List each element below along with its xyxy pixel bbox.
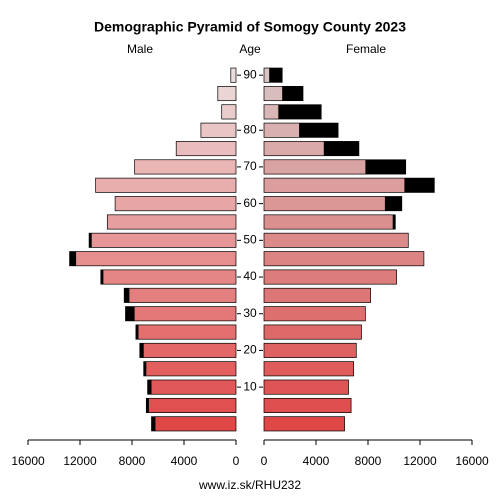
excess-bar — [151, 416, 156, 431]
bar — [263, 269, 397, 285]
bar — [263, 379, 349, 395]
age-label: 50 — [243, 232, 257, 246]
age-label: 40 — [243, 269, 257, 283]
right-label: Female — [346, 42, 386, 56]
bar — [230, 67, 237, 83]
excess-bar — [323, 141, 359, 156]
bar — [145, 397, 237, 413]
bar — [175, 141, 237, 157]
excess-bar — [124, 288, 130, 303]
x-tick-label: 8000 — [119, 454, 146, 468]
excess-bar — [139, 343, 144, 358]
left-label: Male — [127, 42, 153, 56]
bar — [125, 306, 237, 322]
excess-bar — [404, 178, 435, 193]
age-label: 20 — [243, 343, 257, 357]
bar — [88, 232, 237, 248]
bar — [263, 361, 355, 377]
excess-bar — [392, 214, 396, 230]
source: www.iz.sk/RHU232 — [198, 478, 301, 492]
bar — [200, 122, 237, 138]
x-tick-label: 0 — [233, 454, 240, 468]
age-label: 70 — [243, 159, 257, 173]
x-tick-label: 4000 — [171, 454, 198, 468]
bar — [263, 342, 357, 358]
excess-bar — [135, 324, 139, 340]
x-tick-label: 12000 — [403, 454, 437, 468]
bar — [217, 86, 237, 102]
excess-bar — [89, 233, 92, 248]
x-tick-label: 16000 — [11, 454, 45, 468]
bar — [139, 342, 237, 358]
bar — [221, 104, 237, 120]
bar — [263, 324, 362, 340]
bar — [263, 287, 371, 303]
x-tick-label: 8000 — [355, 454, 382, 468]
bar — [69, 251, 237, 267]
x-tick-label: 12000 — [63, 454, 97, 468]
bar — [263, 306, 366, 322]
excess-bar — [100, 269, 104, 285]
excess-bar — [384, 196, 402, 211]
excess-bar — [282, 86, 303, 101]
age-label: 80 — [243, 122, 257, 136]
bar — [147, 379, 237, 395]
age-label: 60 — [243, 196, 257, 210]
bar — [263, 232, 409, 248]
bar — [263, 251, 425, 267]
bar — [135, 324, 237, 340]
bar — [100, 269, 237, 285]
bar — [143, 361, 237, 377]
bar — [263, 214, 396, 230]
center-label: Age — [239, 42, 261, 56]
excess-bar — [146, 398, 149, 413]
bar — [95, 177, 237, 193]
age-label: 10 — [243, 379, 257, 393]
x-tick-label: 4000 — [303, 454, 330, 468]
age-label: 90 — [243, 67, 257, 81]
excess-bar — [299, 123, 339, 138]
x-tick-label: 16000 — [455, 454, 489, 468]
excess-bar — [365, 159, 406, 175]
excess-bar — [125, 306, 135, 321]
bar — [134, 159, 237, 175]
excess-bar — [278, 104, 322, 120]
bar — [263, 397, 352, 413]
bar — [114, 196, 237, 212]
bar — [263, 416, 345, 432]
excess-bar — [269, 68, 283, 83]
excess-bar — [69, 251, 77, 266]
chart-title: Demographic Pyramid of Somogy County 202… — [94, 19, 406, 35]
age-label: 30 — [243, 306, 257, 320]
excess-bar — [147, 379, 152, 395]
bar — [123, 287, 237, 303]
bar — [106, 214, 237, 230]
x-tick-label: 0 — [261, 454, 268, 468]
bar — [151, 416, 237, 432]
excess-bar — [143, 361, 147, 376]
bar — [263, 196, 403, 212]
